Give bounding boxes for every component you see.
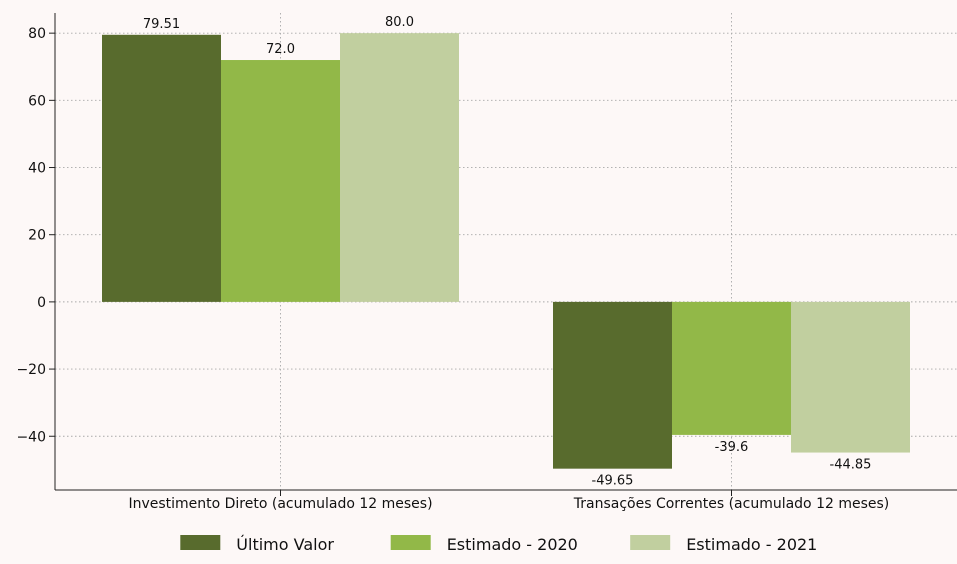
data-label: -49.65	[592, 474, 634, 489]
axes	[54, 13, 957, 491]
legend[interactable]: Último Valor Estimado - 2020 Estimado - 20…	[180, 535, 817, 554]
y-tick-label: 20	[28, 228, 46, 244]
bar	[221, 60, 340, 302]
data-labels: 79.51 -49.65 72.0 -39.6 80.0 -44.85	[143, 15, 872, 489]
legend-swatch	[180, 535, 221, 550]
bar	[791, 301, 910, 453]
y-tick-label: −40	[16, 429, 46, 445]
legend-swatch	[390, 535, 431, 550]
y-tick-label: 0	[37, 295, 46, 311]
bar	[553, 301, 672, 469]
data-label: -39.6	[715, 440, 749, 455]
data-label: 79.51	[143, 17, 180, 32]
x-ticks: Investimento Direto (acumulado 12 meses)…	[128, 490, 889, 512]
bars	[102, 33, 910, 469]
legend-label: Estimado - 2021	[686, 535, 817, 554]
y-tick-label: −20	[16, 362, 46, 378]
y-tick-label: 80	[28, 26, 46, 42]
bar	[340, 33, 459, 302]
legend-label: Último Valor	[236, 535, 334, 554]
y-tick-label: 40	[28, 161, 46, 177]
x-tick-label: Transações Correntes (acumulado 12 meses…	[573, 496, 890, 512]
y-tick-label: 60	[28, 93, 46, 109]
data-label: 80.0	[385, 15, 414, 30]
bar	[102, 34, 221, 302]
legend-label: Estimado - 2020	[447, 535, 578, 554]
bar	[672, 301, 791, 435]
data-label: -44.85	[830, 458, 872, 473]
data-label: 72.0	[266, 42, 295, 57]
y-ticks: 80 60 40 20 0 −20 −40	[16, 26, 55, 445]
legend-swatch	[630, 535, 671, 550]
x-tick-label: Investimento Direto (acumulado 12 meses)	[128, 496, 432, 512]
